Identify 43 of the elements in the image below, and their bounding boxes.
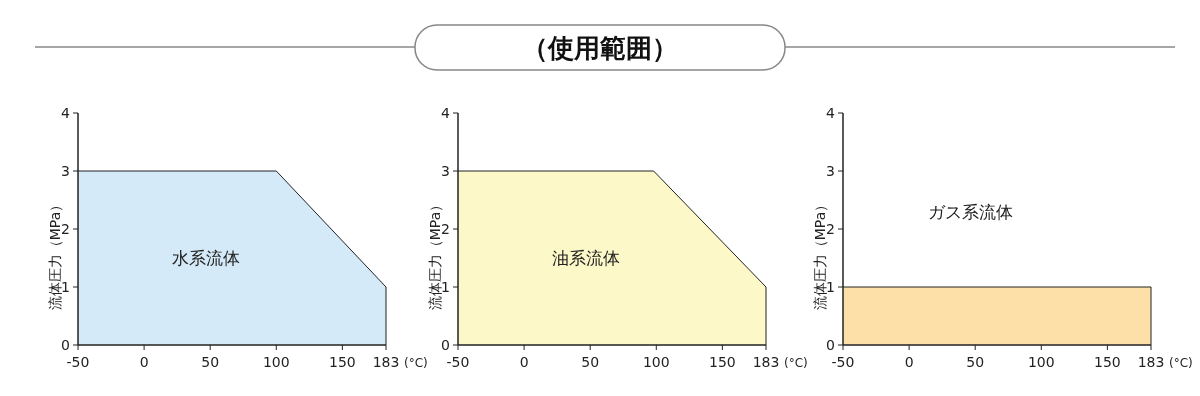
y-tick-label: 1	[441, 279, 450, 295]
x-tick-label: 183	[752, 354, 780, 370]
y-tick-label: 1	[61, 279, 70, 295]
x-tick-label: -50	[66, 354, 90, 370]
y-axis-title: 流体圧力（MPa）	[47, 197, 63, 311]
y-tick-label: 2	[826, 221, 835, 237]
x-tick-label: 183	[1137, 354, 1165, 370]
y-tick-label: 0	[441, 337, 450, 353]
series-label: 水系流体	[171, 248, 240, 268]
x-tick-label: 100	[262, 354, 290, 370]
y-tick-label: 0	[826, 337, 835, 353]
x-tick-label: 50	[201, 354, 220, 370]
x-tick-label: 100	[1027, 354, 1055, 370]
x-tick-label: 0	[519, 354, 529, 370]
x-tick-label: 0	[139, 354, 149, 370]
text: ガス系流体	[928, 201, 1014, 222]
y-tick-label: 2	[61, 221, 70, 237]
y-tick-label: 3	[61, 163, 70, 179]
x-tick-label: 183	[372, 354, 400, 370]
y-axis-title: 流体圧力（MPa）	[427, 197, 443, 311]
y-tick-label: 3	[441, 163, 450, 179]
x-axis-title: (°C)	[1169, 356, 1193, 370]
chart-title: （使用範囲）	[522, 33, 678, 63]
x-tick-label: 150	[1094, 354, 1121, 370]
y-tick-label: 3	[826, 163, 835, 179]
x-tick-label: -50	[446, 354, 470, 370]
x-tick-label: 100	[642, 354, 670, 370]
x-tick-label: 50	[581, 354, 600, 370]
y-tick-label: 4	[826, 105, 836, 121]
x-tick-label: -50	[831, 354, 855, 370]
x-axis-title: (°C)	[404, 356, 428, 370]
y-tick-label: 1	[826, 279, 835, 295]
y-tick-label: 4	[441, 105, 451, 121]
x-tick-label: 150	[709, 354, 736, 370]
series-label: 油系流体	[551, 248, 620, 268]
y-tick-label: 0	[61, 337, 70, 353]
x-tick-label: 150	[329, 354, 356, 370]
y-tick-label: 2	[441, 221, 450, 237]
y-tick-label: 4	[61, 105, 71, 121]
y-axis-title: 流体圧力（MPa）	[812, 197, 828, 311]
x-tick-label: 0	[904, 354, 914, 370]
x-axis-title: (°C)	[784, 356, 808, 370]
x-tick-label: 50	[966, 354, 985, 370]
